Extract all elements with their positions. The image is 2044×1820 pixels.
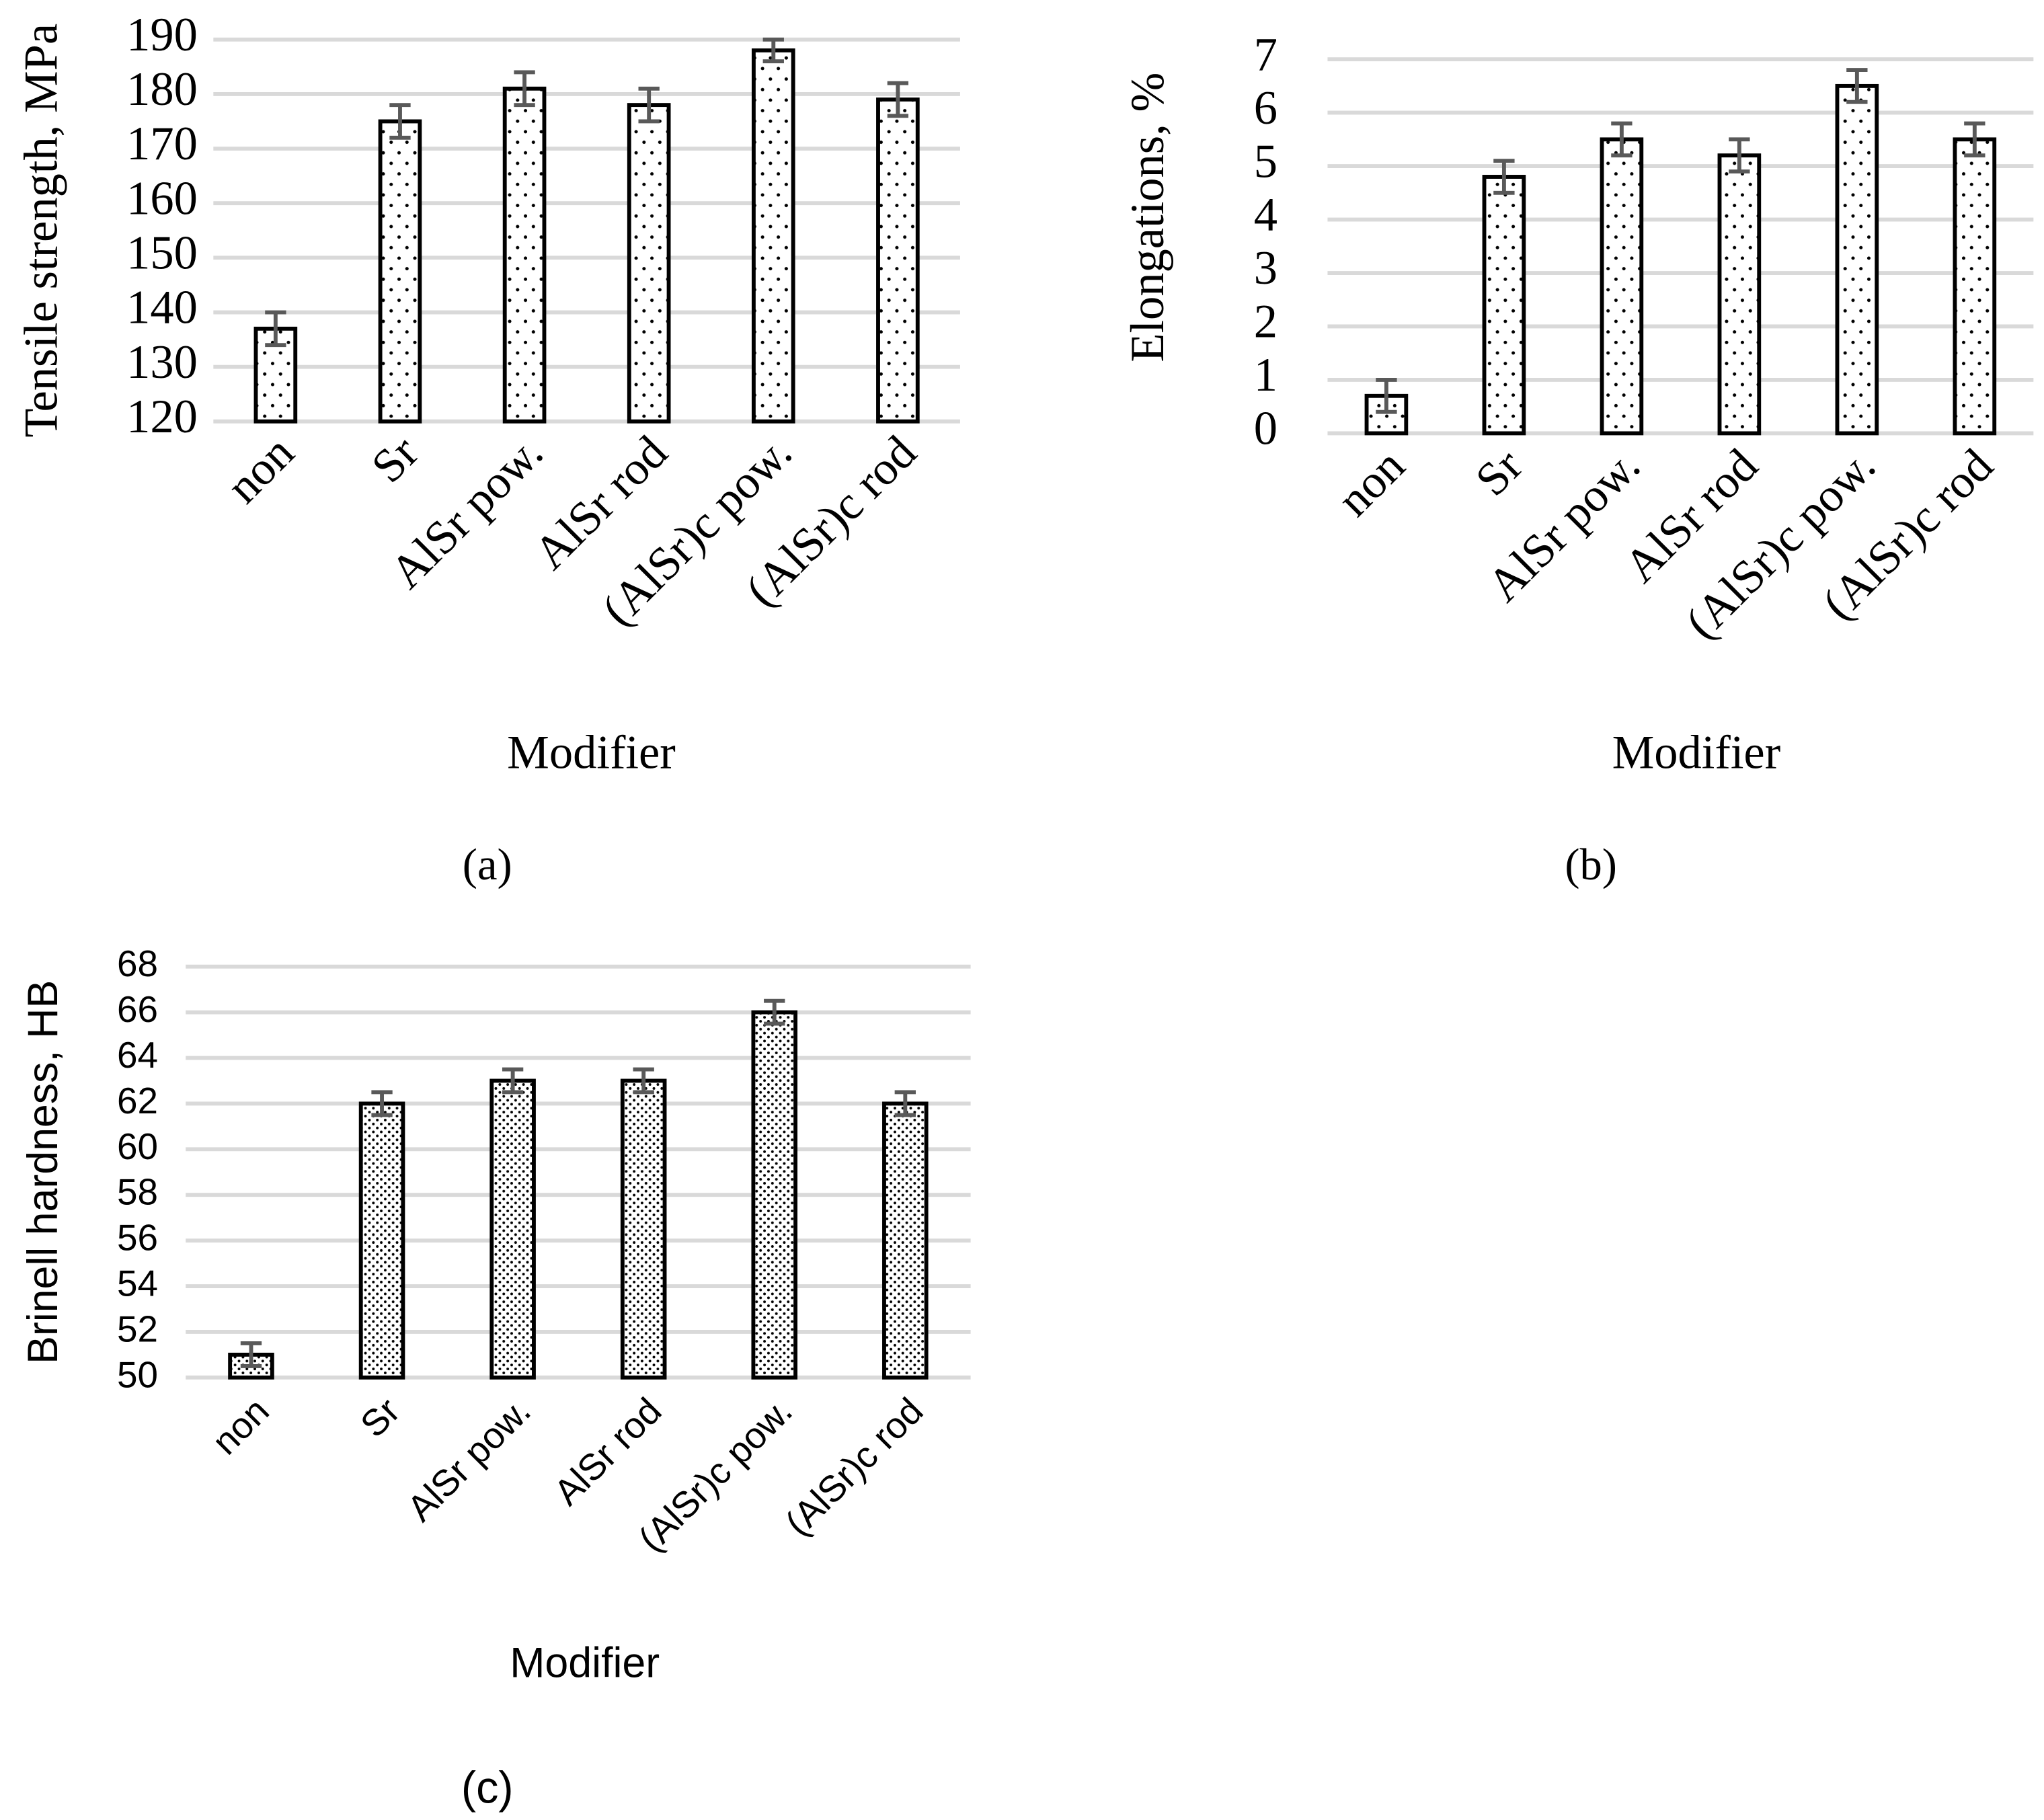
y-tick-label: 170 xyxy=(126,118,198,170)
bar xyxy=(502,86,547,424)
bar xyxy=(751,1010,798,1380)
x-tick-label: non xyxy=(217,426,304,514)
y-axis-title: Elongations, % xyxy=(1122,73,1174,362)
y-tick-label: 7 xyxy=(1254,28,1278,81)
bar xyxy=(1953,137,1997,436)
bar xyxy=(489,1078,536,1380)
bar xyxy=(627,103,671,424)
error-bar xyxy=(633,1067,654,1095)
y-tick-label: 50 xyxy=(117,1353,158,1395)
bar xyxy=(1835,83,1879,436)
y-tick-label: 58 xyxy=(117,1171,158,1213)
y-tick-label: 140 xyxy=(126,282,198,334)
y-tick-label: 56 xyxy=(117,1217,158,1259)
y-tick-label: 3 xyxy=(1254,242,1278,294)
y-tick-label: 66 xyxy=(117,988,158,1030)
error-bar xyxy=(240,1341,262,1368)
x-axis-title: Modifier xyxy=(1612,726,1781,779)
error-bar xyxy=(762,37,784,64)
x-axis-title: Modifier xyxy=(507,726,676,779)
caption: (b) xyxy=(1565,840,1617,889)
error-bar xyxy=(502,1067,524,1095)
error-bar xyxy=(1964,121,1986,158)
error-bar xyxy=(1846,68,1868,104)
bar xyxy=(1482,175,1526,436)
bar xyxy=(876,97,920,424)
y-tick-label: 54 xyxy=(117,1263,158,1304)
bar xyxy=(1717,153,1762,436)
error-bar xyxy=(894,1090,916,1117)
y-tick-label: 2 xyxy=(1254,296,1278,348)
y-tick-label: 62 xyxy=(117,1080,158,1121)
y-tick-label: 6 xyxy=(1254,82,1278,134)
bar xyxy=(620,1078,667,1380)
y-axis-title: Brinell hardness, HB xyxy=(19,980,67,1364)
x-tick-label: AlSr pow. xyxy=(399,1390,539,1530)
error-bar xyxy=(1493,159,1515,195)
y-tick-label: 60 xyxy=(117,1125,158,1167)
error-bar xyxy=(638,86,660,124)
y-tick-label: 0 xyxy=(1254,403,1278,455)
error-bar xyxy=(389,103,411,140)
x-tick-label: Sr xyxy=(1466,439,1532,506)
bar xyxy=(1600,137,1644,436)
y-tick-label: 52 xyxy=(117,1308,158,1349)
x-tick-label: AlSr rod xyxy=(546,1390,670,1513)
error-bar xyxy=(1376,378,1397,414)
x-tick-label: non xyxy=(204,1390,277,1463)
y-tick-label: 160 xyxy=(126,172,198,225)
bar xyxy=(751,48,795,424)
y-axis-title: Tensile strength, MPa xyxy=(15,24,68,438)
error-bar xyxy=(371,1090,393,1117)
bar xyxy=(378,119,422,424)
error-bar xyxy=(764,998,785,1026)
caption: (c) xyxy=(461,1764,514,1813)
bar xyxy=(882,1101,929,1380)
error-bar xyxy=(514,70,535,108)
bar xyxy=(358,1101,405,1380)
y-tick-label: 64 xyxy=(117,1034,158,1076)
error-bar xyxy=(265,310,286,348)
error-bar xyxy=(887,81,909,118)
y-tick-label: 120 xyxy=(126,391,198,443)
y-tick-label: 190 xyxy=(126,9,198,61)
x-axis-title: Modifier xyxy=(510,1639,660,1686)
x-tick-label: non xyxy=(1327,439,1415,526)
error-bar xyxy=(1611,121,1633,158)
x-tick-label: Sr xyxy=(362,426,428,493)
x-tick-label: (AlSr)c rod xyxy=(777,1390,931,1544)
y-tick-label: 68 xyxy=(117,943,158,984)
y-tick-label: 1 xyxy=(1254,349,1278,401)
x-tick-label: Sr xyxy=(352,1390,408,1446)
y-tick-label: 130 xyxy=(126,336,198,389)
caption: (a) xyxy=(463,840,512,889)
y-tick-label: 4 xyxy=(1254,189,1278,241)
y-tick-label: 180 xyxy=(126,63,198,116)
y-tick-label: 150 xyxy=(126,227,198,280)
error-bar xyxy=(1729,137,1750,173)
y-tick-label: 5 xyxy=(1254,135,1278,188)
